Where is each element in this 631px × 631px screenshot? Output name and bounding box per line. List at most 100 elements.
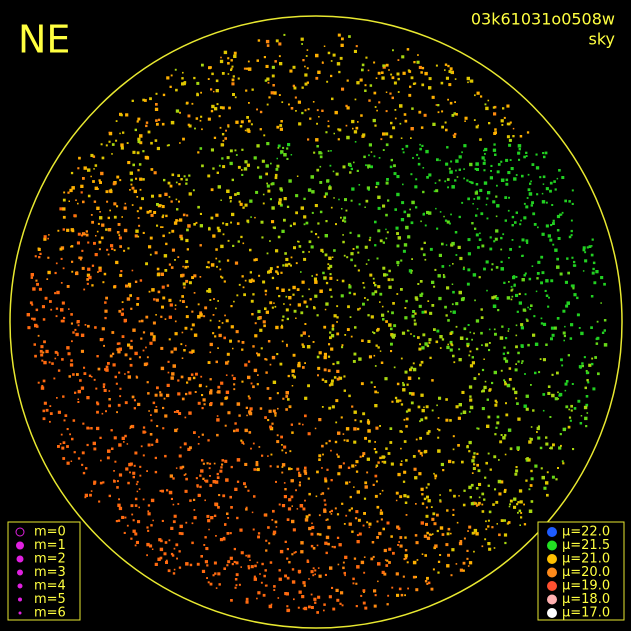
star — [114, 375, 117, 379]
star — [344, 334, 347, 336]
star — [472, 273, 477, 277]
star — [264, 293, 267, 296]
star — [446, 509, 449, 512]
star — [241, 173, 244, 176]
star — [469, 405, 474, 410]
star — [452, 508, 455, 511]
star — [149, 210, 152, 213]
star — [363, 286, 366, 289]
star — [561, 176, 565, 179]
star — [333, 132, 335, 135]
star — [388, 561, 391, 564]
star — [161, 205, 165, 209]
star — [421, 66, 425, 70]
star — [205, 266, 209, 269]
star — [174, 308, 177, 310]
star — [139, 134, 143, 138]
star — [138, 356, 141, 359]
star — [375, 426, 379, 430]
star — [319, 181, 323, 184]
star — [247, 554, 251, 558]
star — [423, 113, 427, 117]
star — [263, 513, 267, 517]
star — [215, 257, 218, 260]
star — [161, 215, 164, 219]
star — [154, 107, 159, 111]
star — [442, 274, 445, 276]
star — [377, 195, 381, 199]
star — [146, 381, 149, 384]
star — [137, 402, 141, 406]
star — [518, 245, 521, 248]
star — [504, 488, 507, 492]
star — [218, 164, 221, 167]
star — [134, 532, 138, 536]
star — [348, 481, 351, 483]
star — [357, 269, 360, 272]
star — [473, 119, 476, 121]
star — [537, 226, 539, 229]
star — [536, 193, 539, 196]
star — [297, 303, 301, 307]
star — [339, 602, 342, 605]
star — [508, 378, 512, 381]
star — [132, 471, 136, 475]
star — [276, 125, 280, 129]
star — [250, 382, 253, 385]
star — [258, 316, 262, 320]
star — [230, 506, 233, 509]
star — [536, 431, 538, 433]
star — [447, 98, 449, 101]
star — [345, 481, 349, 485]
star — [268, 96, 271, 99]
star — [227, 125, 230, 128]
star — [360, 560, 365, 565]
star — [308, 240, 312, 244]
star — [295, 489, 297, 492]
star — [439, 347, 442, 349]
star — [426, 431, 430, 435]
star — [281, 319, 284, 322]
star — [556, 257, 559, 261]
star — [103, 272, 107, 276]
star — [133, 407, 136, 410]
star — [413, 335, 416, 338]
star — [89, 493, 92, 497]
star — [99, 181, 102, 184]
star — [232, 347, 234, 350]
star — [104, 301, 107, 304]
star — [327, 125, 330, 128]
star — [419, 147, 422, 151]
star — [458, 155, 462, 159]
star — [162, 406, 165, 410]
star — [321, 467, 323, 469]
star — [212, 234, 216, 238]
star — [155, 406, 158, 408]
star — [185, 238, 189, 243]
star — [200, 91, 202, 94]
star — [236, 458, 241, 462]
star — [482, 161, 486, 165]
star — [160, 539, 163, 543]
star — [500, 236, 503, 240]
star — [462, 410, 467, 414]
star — [587, 381, 590, 384]
star — [383, 548, 387, 553]
star — [407, 408, 411, 412]
star — [160, 346, 164, 350]
star — [215, 89, 219, 93]
star — [280, 435, 283, 439]
star — [476, 208, 479, 210]
star — [443, 215, 445, 218]
star — [285, 592, 289, 596]
star — [154, 409, 158, 413]
star — [323, 603, 326, 606]
star — [51, 362, 54, 365]
star — [286, 147, 289, 150]
star — [56, 397, 58, 399]
star — [324, 234, 328, 238]
star — [323, 325, 327, 329]
star — [60, 319, 64, 323]
star — [586, 379, 589, 382]
star — [221, 157, 224, 160]
